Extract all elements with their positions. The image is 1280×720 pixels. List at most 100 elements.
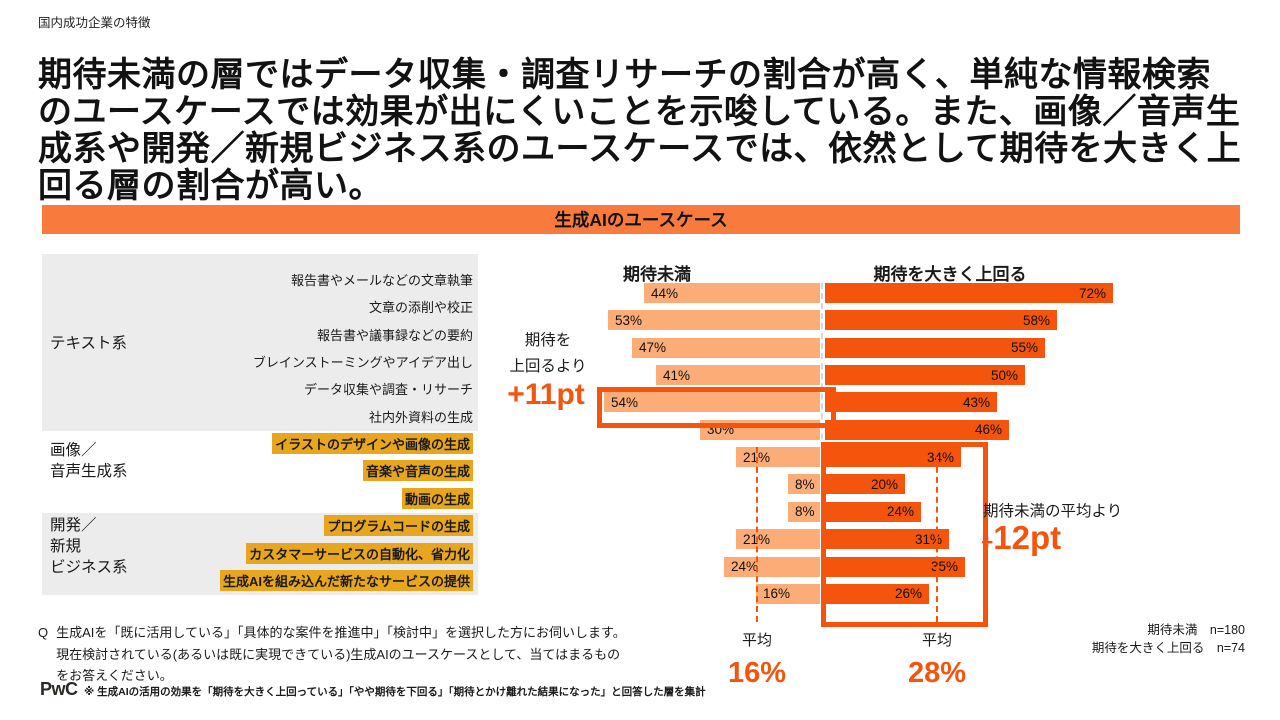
usecase-label: 音楽や音声の生成 [362, 457, 473, 484]
usecase-label-text: 社内外資料の生成 [368, 409, 473, 425]
bar-value: 20% [870, 476, 898, 492]
bar-value: 8% [795, 476, 815, 492]
bar-above-expectation: 72% [825, 283, 1113, 303]
bar-value: 55% [1010, 340, 1038, 356]
annotation-right-label: 期待未満の平均より [983, 503, 1123, 520]
average-value-below: 16% [727, 657, 787, 689]
usecase-label: カスタマーサービスの自動化、省力化 [246, 540, 473, 567]
bar-below-expectation: 21% [736, 529, 820, 550]
bar-value: 34% [926, 449, 954, 465]
usecase-label-text: 音楽や音声の生成 [362, 460, 473, 482]
bar-value: 41% [663, 367, 691, 383]
bar-above-expectation: 20% [825, 474, 905, 495]
bar-above-expectation: 55% [825, 337, 1045, 358]
series-header-below: 期待未満 [623, 265, 691, 284]
bar-value: 50% [990, 367, 1018, 383]
usecase-label: ブレインストーミングやアイデア出し [253, 348, 473, 375]
average-line-below [756, 447, 758, 622]
highlight-box-data-collection [597, 387, 836, 428]
bar-below-expectation: 53% [608, 310, 820, 331]
bar-value: 44% [651, 285, 679, 301]
bar-value: 58% [1022, 312, 1050, 328]
bar-above-expectation: 26% [825, 583, 929, 604]
average-label-below: 平均 [741, 632, 772, 649]
category-label-text: テキスト系 [50, 335, 128, 352]
bar-value: 16% [763, 586, 791, 602]
bar-value: 54% [611, 394, 639, 410]
usecase-label-text: プログラムコードの生成 [324, 515, 473, 537]
bar-value: 8% [795, 504, 815, 520]
average-callout-below: 平均 16% [715, 629, 799, 690]
usecase-label: 報告書や議事録などの要約 [317, 321, 473, 348]
headline: 期待未満の層ではデータ収集・調査リサーチの割合が高く、単純な情報検索 のユースケ… [38, 57, 1242, 205]
bar-below-expectation: 47% [632, 337, 820, 358]
question-prefix: Q [38, 625, 49, 640]
bar-below-expectation: 41% [656, 365, 820, 386]
bar-above-expectation: 50% [825, 365, 1025, 386]
bar-value: 24% [886, 504, 914, 520]
annotation-left-value: +11pt [507, 378, 585, 411]
bar-below-expectation: 24% [724, 556, 820, 577]
bar-value: 53% [615, 312, 643, 328]
footnote: ※ 生成AIの活用の効果を「期待を大きく上回っている」「やや期待を下回る」「期待… [84, 686, 706, 698]
usecase-label-text: 文章の添削や校正 [368, 300, 473, 316]
bar-value: 26% [894, 586, 922, 602]
annotation-right-number: 12pt [993, 519, 1062, 556]
category-label-dev-business: 開発／ 新規 ビジネス系 [50, 517, 128, 576]
bar-above-expectation: 46% [825, 419, 1009, 440]
bar-above-expectation: 31% [825, 529, 949, 550]
sample-size-below: 期待未満 n=180 [1147, 623, 1245, 637]
bar-below-expectation: 8% [788, 474, 820, 495]
pwc-logo: PwC [40, 679, 78, 699]
average-line-above [936, 447, 938, 622]
bar-value: 46% [974, 422, 1002, 438]
bar-below-expectation: 21% [736, 447, 820, 468]
usecase-label-text: カスタマーサービスの自動化、省力化 [246, 542, 473, 564]
bar-below-expectation: 54% [604, 392, 820, 413]
usecase-label-text: 報告書や議事録などの要約 [316, 327, 473, 343]
bar-value: 31% [914, 531, 942, 547]
usecase-label: 生成AIを組み込んだ新たなサービスの提供 [219, 567, 473, 594]
bar-value: 21% [743, 449, 771, 465]
usecase-label: データ収集や調査・リサーチ [304, 375, 473, 402]
bar-below-expectation: 44% [644, 283, 820, 303]
bar-value: 21% [743, 531, 771, 547]
usecase-label: イラストのデザインや画像の生成 [272, 430, 473, 457]
highlight-box-above-average [821, 442, 988, 627]
bar-above-expectation: 43% [825, 392, 997, 413]
usecase-label-text: データ収集や調査・リサーチ [303, 382, 473, 398]
annotation-right-plus: + [981, 531, 994, 554]
usecase-label: 報告書やメールなどの文章執筆 [291, 266, 473, 293]
usecase-label-text: イラストのデザインや画像の生成 [272, 433, 473, 455]
question-text: 生成AIを「既に活用している」「具体的な案件を推進中」「検討中」を選択した方にお… [56, 625, 626, 683]
usecase-label: 動画の生成 [401, 485, 473, 512]
series-header-above: 期待を大きく上回る [873, 265, 1027, 284]
bar-below-expectation: 16% [756, 583, 820, 604]
usecase-label: 文章の添削や校正 [369, 293, 473, 320]
usecase-label-text: 動画の生成 [401, 487, 473, 509]
average-value-above: 28% [907, 657, 967, 689]
usecase-label-text: 生成AIを組み込んだ新たなサービスの提供 [219, 569, 473, 591]
usecase-label: 社内外資料の生成 [369, 403, 473, 430]
annotation-left-label: 期待を 上回るより [509, 332, 587, 375]
average-label-above: 平均 [921, 632, 952, 649]
usecase-label-text: 報告書やメールなどの文章執筆 [290, 273, 473, 288]
category-block-text [42, 254, 478, 431]
usecase-label: プログラムコードの生成 [324, 512, 473, 539]
sample-size-above: 期待を大きく上回る n=74 [1091, 641, 1245, 655]
bar-below-expectation: 8% [788, 501, 820, 522]
chart-title-banner: 生成AIのユースケース [42, 205, 1240, 234]
bar-value: 72% [1078, 285, 1106, 301]
bar-value: 47% [639, 340, 667, 356]
bar-value: 43% [962, 394, 990, 410]
usecase-label-text: ブレインストーミングやアイデア出し [252, 355, 473, 371]
average-callout-above: 平均 28% [895, 629, 979, 690]
bar-above-expectation: 24% [825, 501, 921, 522]
sample-sizes: 期待未満 n=180 期待を大きく上回る n=74 [1092, 621, 1245, 657]
slide-kicker: 国内成功企業の特徴 [38, 16, 151, 30]
annotation-right-value: +12pt [981, 519, 1061, 557]
bar-value: 24% [731, 559, 759, 574]
bar-above-expectation: 34% [825, 447, 961, 468]
survey-question: Q 生成AIを「既に活用している」「具体的な案件を推進中」「検討中」を選択した方… [38, 622, 626, 687]
